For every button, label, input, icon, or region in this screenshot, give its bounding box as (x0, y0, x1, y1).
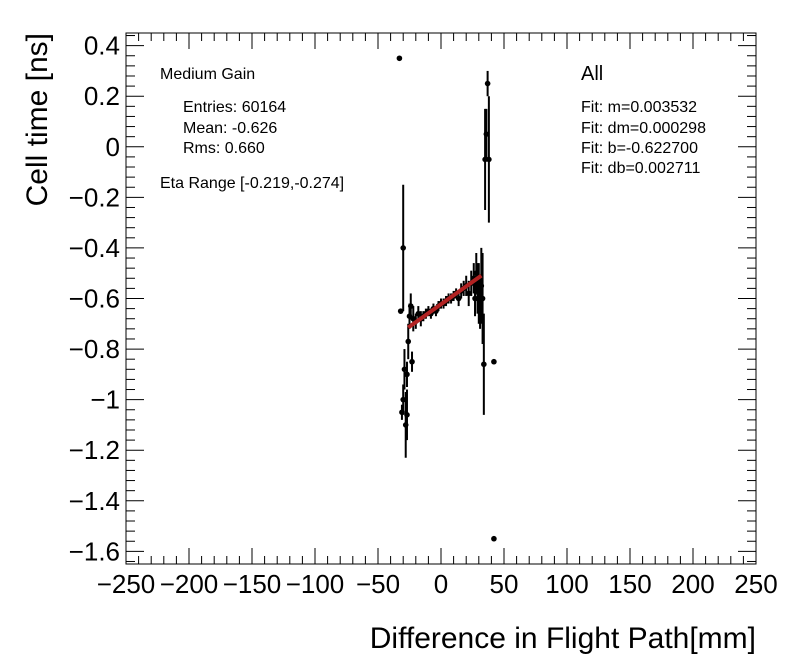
stats-mean: Mean: -0.626 (183, 120, 277, 137)
stats-rms: Rms: 0.660 (183, 140, 265, 157)
x-tick-label: −50 (356, 569, 400, 599)
data-point (465, 290, 472, 297)
fit-db: Fit: db=0.002711 (581, 160, 700, 177)
data-point (491, 535, 497, 542)
stats-entries: Entries: 60164 (183, 99, 286, 116)
data-point (478, 283, 485, 289)
data-point (399, 409, 405, 416)
data-point (397, 308, 404, 314)
x-tick-label: 250 (734, 569, 777, 599)
data-point (486, 156, 492, 163)
data-point (402, 422, 409, 428)
x-tick-label: 150 (608, 569, 651, 599)
data-point (400, 396, 407, 403)
data-point (401, 366, 408, 373)
data-point (415, 310, 422, 317)
y-tick-label: −0.4 (69, 233, 120, 263)
data-point (407, 303, 414, 309)
data-point (477, 300, 483, 307)
y-tick-label: −1.2 (69, 435, 120, 465)
y-tick-label: −1 (90, 385, 120, 415)
data-point (404, 412, 410, 418)
data-point (472, 295, 478, 302)
fit-line (407, 274, 483, 330)
data-point (479, 295, 486, 302)
data-point (484, 80, 491, 87)
data-point (405, 338, 412, 345)
fit-dm: Fit: dm=0.000298 (581, 120, 706, 137)
data-point (491, 358, 497, 365)
data-point (396, 55, 403, 62)
y-tick-label: 0.2 (84, 81, 120, 111)
y-tick-label: 0.4 (84, 31, 120, 61)
data-point (400, 245, 407, 251)
y-tick-label: −1.4 (69, 486, 120, 516)
axis-ticks: −250 −200 −150 −100 −50 0 50 100 150 200 250 0.4 0.2… (69, 31, 778, 599)
x-tick-label: 50 (490, 569, 519, 599)
x-tick-label: −250 (97, 569, 156, 599)
fit-m: Fit: m=0.003532 (581, 99, 697, 116)
fit-title: All (581, 63, 603, 85)
y-axis-title: Cell time [ns] (21, 33, 54, 206)
x-tick-label: 100 (545, 569, 588, 599)
x-tick-label: −150 (223, 569, 282, 599)
error-bars (400, 70, 490, 458)
data-point (404, 371, 410, 378)
data-point (483, 131, 490, 137)
x-tick-label: 200 (671, 569, 714, 599)
fit-b: Fit: b=-0.622700 (581, 140, 698, 157)
y-tick-label: 0 (106, 132, 120, 162)
data-point (455, 295, 462, 302)
y-tick-label: −0.6 (69, 284, 120, 314)
x-axis-title: Difference in Flight Path[mm] (370, 622, 756, 655)
x-tick-label: 0 (434, 569, 448, 599)
x-tick-label: −100 (286, 569, 345, 599)
data-point (476, 290, 482, 297)
x-tick-label: −200 (160, 569, 219, 599)
y-tick-label: −1.6 (69, 536, 120, 566)
data-point (409, 358, 415, 365)
y-tick-label: −0.2 (69, 182, 120, 212)
data-point (473, 270, 480, 277)
stats-eta-range: Eta Range [-0.219,-0.274] (160, 175, 344, 192)
data-point (481, 361, 487, 368)
y-tick-label: −0.8 (69, 334, 120, 364)
stats-title: Medium Gain (160, 66, 255, 83)
